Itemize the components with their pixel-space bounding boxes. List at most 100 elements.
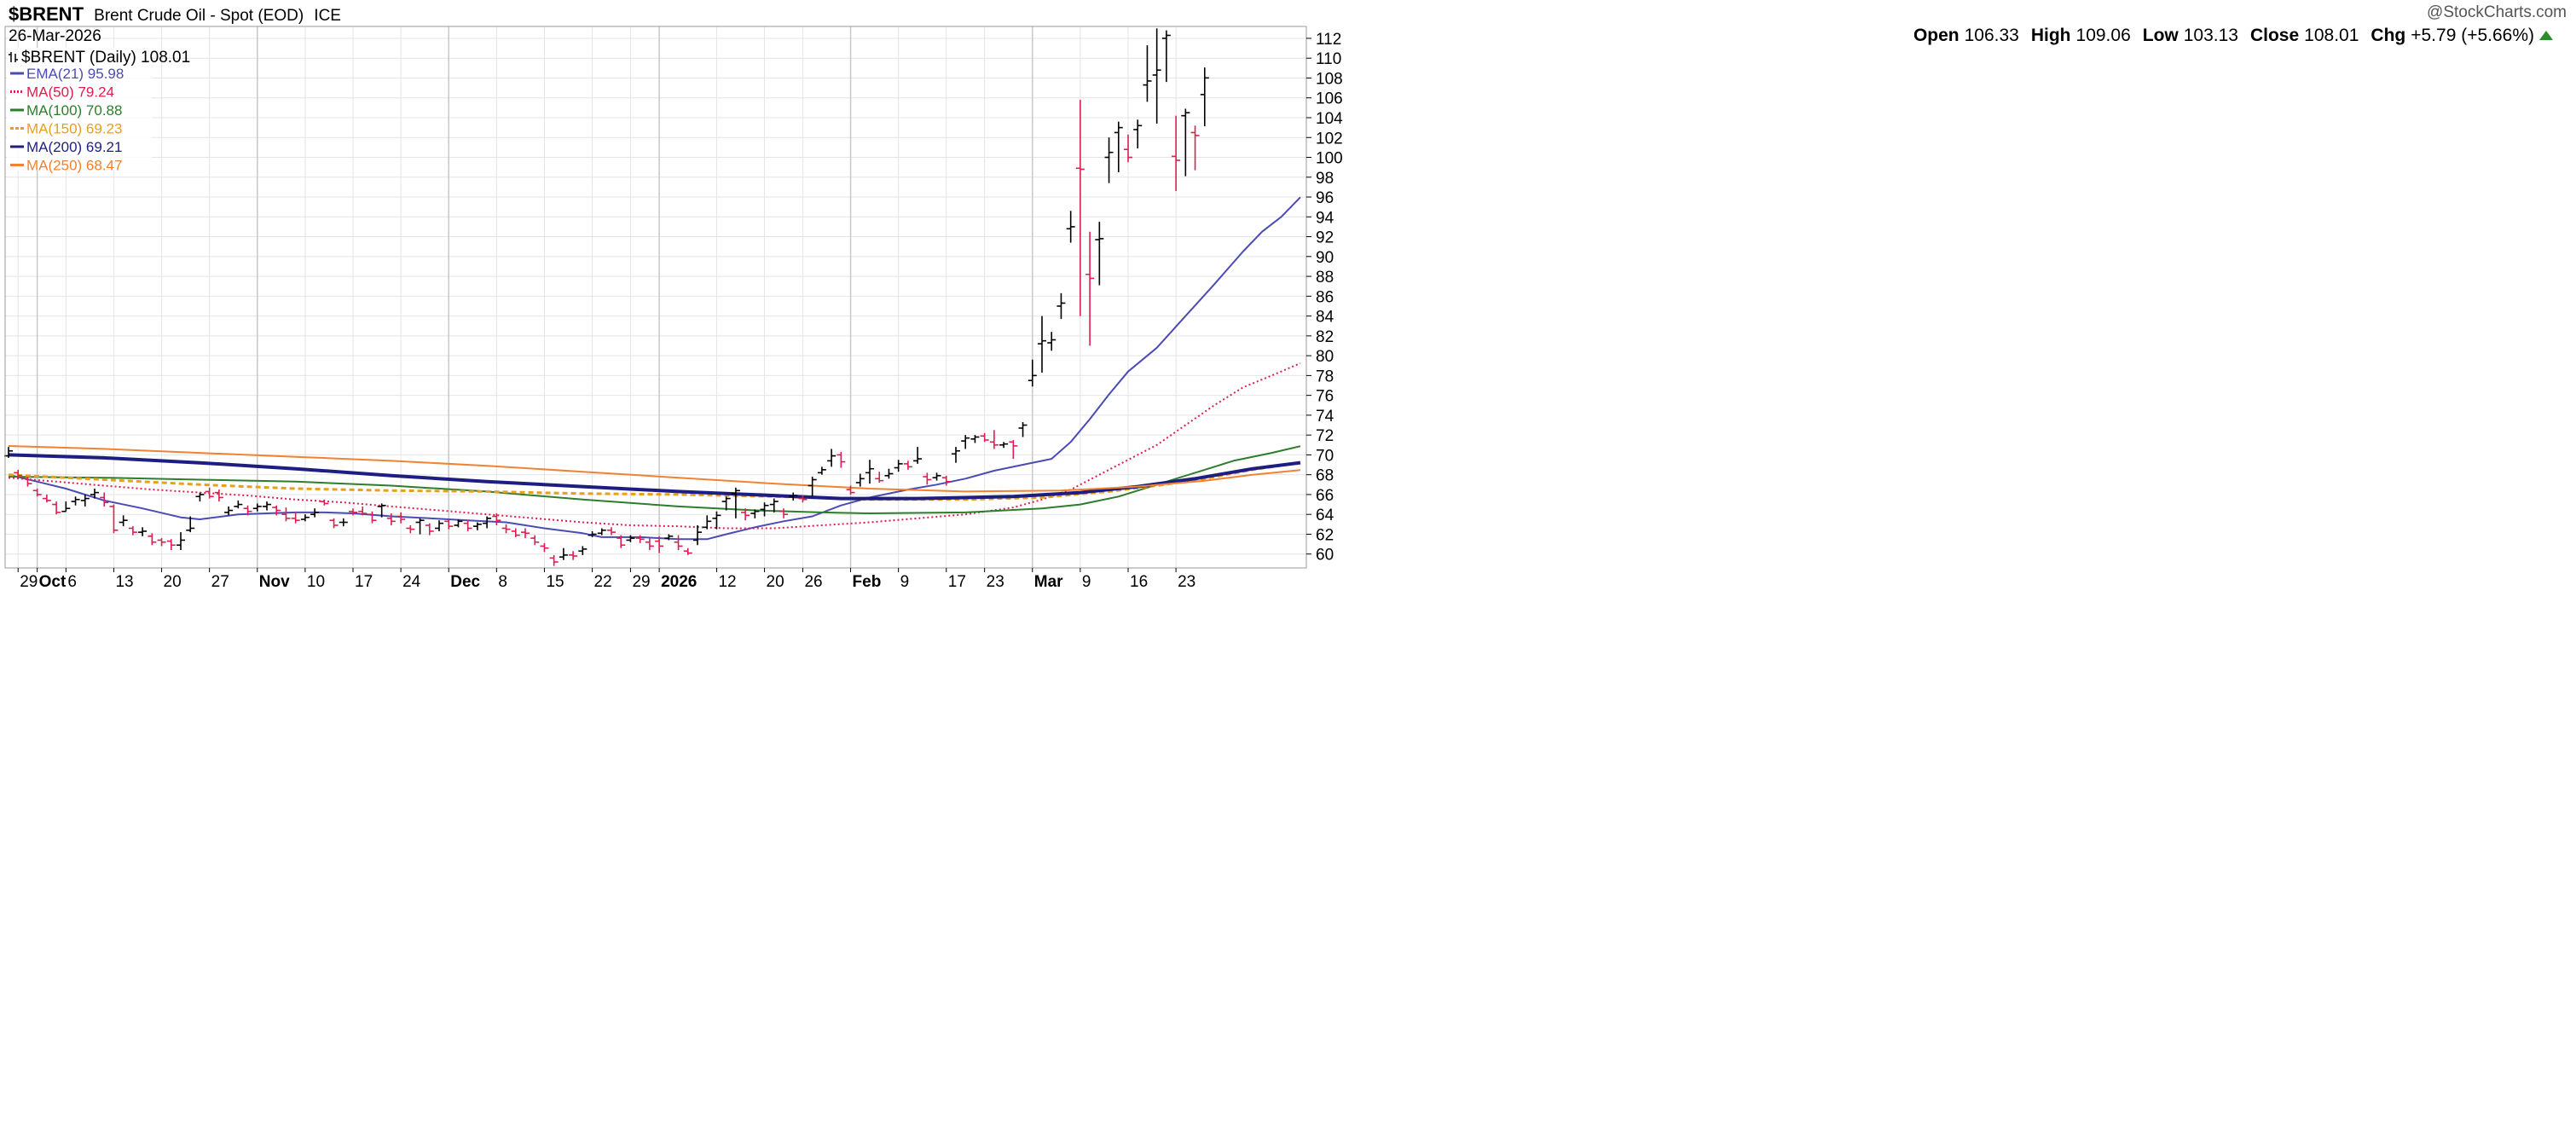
plot-frame xyxy=(4,26,1307,569)
ohlc-bar xyxy=(90,488,99,499)
ohlc-bar xyxy=(329,518,339,529)
moving-average-lines xyxy=(8,196,1301,541)
symbol-label: $BRENT xyxy=(9,3,84,25)
x-tick-label: 29 xyxy=(632,573,650,591)
ohlc-bar xyxy=(1152,28,1161,124)
ohlc-bar xyxy=(291,513,300,524)
y-tick-label: 74 xyxy=(1316,408,1334,426)
ohlc-value: 108.01 xyxy=(2304,26,2359,45)
ohlc-value: +5.79 (+5.66%) xyxy=(2411,26,2534,45)
ohlc-bar xyxy=(789,492,798,501)
ohlc-bar xyxy=(923,472,932,485)
ohlc-bar xyxy=(397,512,406,524)
ohlc-bar xyxy=(492,513,501,525)
ma-line-ma100 xyxy=(8,445,1301,514)
copyright-label: @StockCharts.com xyxy=(2427,3,2567,21)
ohlc-bar xyxy=(1124,134,1132,163)
ohlc-bar xyxy=(655,536,664,553)
ohlc-bar xyxy=(339,518,348,527)
y-tick-label: 84 xyxy=(1316,309,1334,327)
ohlc-bar xyxy=(521,528,530,539)
ohlc-bar xyxy=(1114,121,1123,172)
ohlc-bar xyxy=(71,496,80,506)
ohlc-bar xyxy=(1200,67,1209,127)
ohlc-bar xyxy=(472,522,482,530)
ohlc-bar xyxy=(1085,231,1095,346)
y-tick-label: 62 xyxy=(1316,526,1334,544)
ohlc-bar xyxy=(406,524,415,534)
y-tick-label: 66 xyxy=(1316,487,1334,505)
x-tick-label: 9 xyxy=(900,573,910,591)
legend-background xyxy=(7,48,152,171)
legend-item: EMA(21) 95.98 xyxy=(10,66,124,82)
x-tick-label: Mar xyxy=(1034,573,1063,591)
ohlc-bar xyxy=(549,554,559,566)
ohlc-bar xyxy=(645,538,654,551)
x-tick-label: 13 xyxy=(115,573,133,591)
ohlc-bar xyxy=(157,538,166,547)
ohlc-bar xyxy=(875,472,884,483)
ohlc-bar xyxy=(884,468,894,479)
legend-label: MA(250) 68.47 xyxy=(26,158,122,174)
y-tick-label: 90 xyxy=(1316,249,1334,267)
ohlc-bar xyxy=(1047,332,1056,351)
ohlc-bar xyxy=(166,539,176,551)
ohlc-bar xyxy=(846,485,855,495)
ohlc-bar xyxy=(798,495,808,503)
ohlc-bar xyxy=(377,503,386,518)
ohlc-bar xyxy=(1066,211,1075,243)
y-tick-label: 92 xyxy=(1316,229,1334,247)
ohlc-bar xyxy=(952,447,960,463)
x-tick-label: 27 xyxy=(211,573,229,591)
y-tick-label: 80 xyxy=(1316,348,1334,366)
ma-line-ma250 xyxy=(8,445,1301,493)
ohlc-bar xyxy=(386,513,396,525)
grid-lines xyxy=(5,26,1306,568)
ohlc-bar xyxy=(1028,359,1037,387)
x-tick-label: 22 xyxy=(594,573,612,591)
x-tick-label: 16 xyxy=(1130,573,1148,591)
ohlc-value: 103.13 xyxy=(2184,26,2238,45)
x-tick-label: 20 xyxy=(767,573,784,591)
ohlc-bar xyxy=(1190,125,1200,171)
ohlc-bar xyxy=(224,506,234,516)
ohlc-label: Low xyxy=(2143,26,2179,45)
ohlc-bar xyxy=(358,506,368,516)
legend-label: MA(200) 69.21 xyxy=(26,139,122,155)
ohlc-bar xyxy=(617,535,626,548)
ohlc-bar xyxy=(827,449,836,467)
ohlc-bar xyxy=(483,516,492,529)
ohlc-bar xyxy=(186,516,195,533)
ohlc-bar xyxy=(932,472,941,481)
x-tick-label: 8 xyxy=(498,573,507,591)
ohlc-bar xyxy=(741,508,750,521)
x-tick-label: 23 xyxy=(1178,573,1195,591)
y-tick-label: 82 xyxy=(1316,328,1334,346)
ohlc-bar xyxy=(52,501,61,515)
header-title: $BRENT Brent Crude Oil - Spot (EOD) ICE xyxy=(9,3,341,25)
x-tick-label: 2026 xyxy=(661,573,697,591)
x-tick-label: 20 xyxy=(164,573,182,591)
ohlc-bar xyxy=(750,509,760,518)
ohlc-bar xyxy=(1104,137,1114,183)
ohlc-bar xyxy=(664,534,674,541)
ohlc-bar xyxy=(635,535,645,543)
legend-title-text: $BRENT (Daily) 108.01 xyxy=(21,49,190,67)
y-tick-label: 104 xyxy=(1316,110,1343,128)
ohlc-bar xyxy=(138,527,148,536)
ohlc-bar xyxy=(760,502,769,517)
ohlc-bar xyxy=(195,492,205,502)
x-tick-label: Oct xyxy=(39,573,67,591)
ohlc-value: 109.06 xyxy=(2076,26,2131,45)
legend-item: MA(50) 79.24 xyxy=(10,84,114,101)
ohlc-bar xyxy=(970,435,980,443)
ohlc-bar xyxy=(1056,292,1066,320)
ohlc-bar xyxy=(530,535,540,546)
y-tick-label: 112 xyxy=(1316,31,1341,49)
ohlc-summary: Open 106.33 High 109.06 Low 103.13 Close 108.01… xyxy=(1913,26,2534,45)
y-tick-label: 78 xyxy=(1316,368,1334,385)
y-tick-label: 94 xyxy=(1316,209,1334,227)
ohlc-bar xyxy=(913,447,923,464)
